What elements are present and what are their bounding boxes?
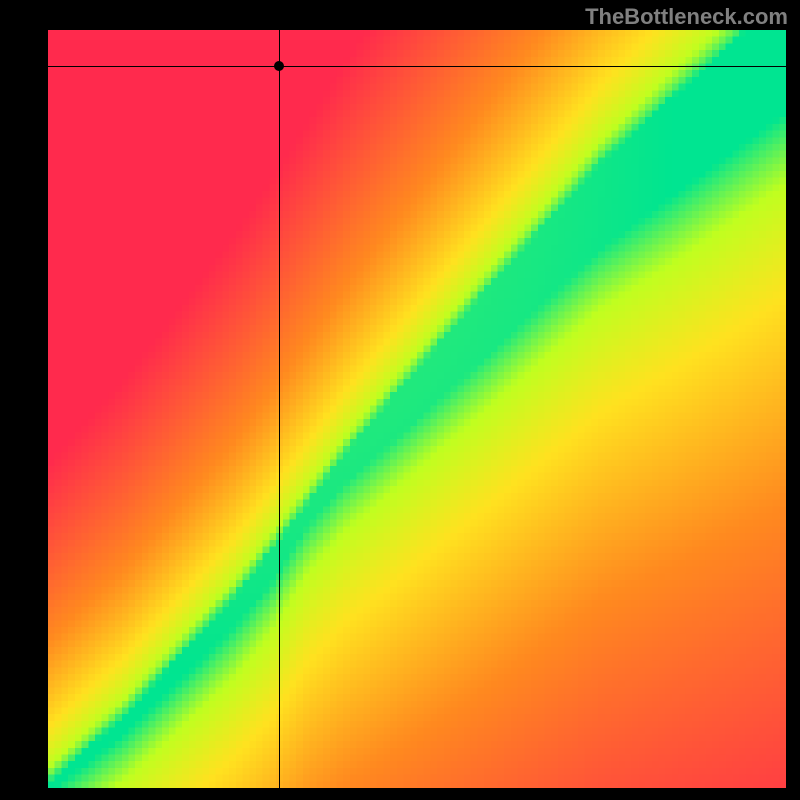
heatmap-canvas	[48, 30, 786, 788]
crosshair-vertical-line	[279, 30, 280, 788]
crosshair-dot	[274, 61, 284, 71]
heatmap-chart	[48, 30, 786, 788]
attribution-text: TheBottleneck.com	[585, 4, 788, 30]
crosshair-horizontal-line	[48, 66, 786, 67]
